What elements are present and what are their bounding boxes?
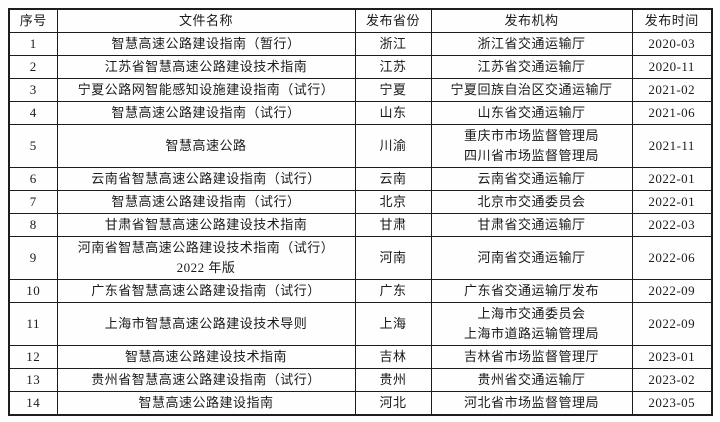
cell-file-name: 云南省智慧高速公路建设指南（试行） xyxy=(56,167,356,191)
table-row: 10 广东省智慧高速公路建设指南（试行） 广东 广东省交通运输厅发布 2022-… xyxy=(8,279,713,303)
cell-organization: 山东省交通运输厅 xyxy=(430,101,633,125)
cell-date: 2022-09 xyxy=(631,302,713,346)
column-header-file-name: 文件名称 xyxy=(56,8,356,33)
cell-serial-number: 12 xyxy=(8,345,58,369)
cell-serial-number: 1 xyxy=(8,32,58,56)
cell-province: 北京 xyxy=(354,190,432,214)
cell-serial-number: 3 xyxy=(8,78,58,102)
cell-file-name: 河南省智慧高速公路建设技术指南（试行） 2022 年版 xyxy=(56,236,356,280)
table-row: 9 河南省智慧高速公路建设技术指南（试行） 2022 年版 河南 河南省交通运输… xyxy=(8,236,713,280)
cell-organization: 河南省交通运输厅 xyxy=(430,236,633,280)
table-row: 4 智慧高速公路建设指南（试行） 山东 山东省交通运输厅 2021-06 xyxy=(8,101,713,125)
table-row: 7 智慧高速公路建设指南（试行） 北京 北京市交通委员会 2022-01 xyxy=(8,190,713,214)
column-header-serial-number: 序号 xyxy=(8,8,58,33)
cell-serial-number: 7 xyxy=(8,190,58,214)
cell-serial-number: 4 xyxy=(8,101,58,125)
cell-file-name: 智慧高速公路建设指南（暂行） xyxy=(56,32,356,56)
column-header-organization: 发布机构 xyxy=(430,8,633,33)
cell-date: 2020-03 xyxy=(631,32,713,56)
cell-organization: 北京市交通委员会 xyxy=(430,190,633,214)
table-row: 5 智慧高速公路 川渝 重庆市市场监督管理局 四川省市场监督管理局 2021-1… xyxy=(8,124,713,168)
cell-organization: 贵州省交通运输厅 xyxy=(430,368,633,392)
cell-file-name: 智慧高速公路建设指南（试行） xyxy=(56,190,356,214)
cell-date: 2022-01 xyxy=(631,190,713,214)
column-header-date: 发布时间 xyxy=(631,8,713,33)
cell-province: 江苏 xyxy=(354,55,432,79)
cell-province: 宁夏 xyxy=(354,78,432,102)
table-row: 1 智慧高速公路建设指南（暂行） 浙江 浙江省交通运输厅 2020-03 xyxy=(8,32,713,56)
cell-date: 2023-01 xyxy=(631,345,713,369)
cell-province: 上海 xyxy=(354,302,432,346)
cell-date: 2023-02 xyxy=(631,368,713,392)
cell-province: 浙江 xyxy=(354,32,432,56)
cell-organization: 宁夏回族自治区交通运输厅 xyxy=(430,78,633,102)
cell-file-name: 智慧高速公路建设指南（试行） xyxy=(56,101,356,125)
table-row: 14 智慧高速公路建设指南 河北 河北省市场监督管理局 2023-05 xyxy=(8,391,713,416)
cell-file-name: 智慧高速公路 xyxy=(56,124,356,168)
table-row: 3 宁夏公路网智能感知设施建设指南（试行） 宁夏 宁夏回族自治区交通运输厅 20… xyxy=(8,78,713,102)
cell-date: 2022-03 xyxy=(631,213,713,237)
cell-serial-number: 8 xyxy=(8,213,58,237)
cell-province: 贵州 xyxy=(354,368,432,392)
cell-province: 吉林 xyxy=(354,345,432,369)
table-row: 11 上海市智慧高速公路建设技术导则 上海 上海市交通委员会 上海市道路运输管理… xyxy=(8,302,713,346)
cell-file-name: 广东省智慧高速公路建设指南（试行） xyxy=(56,279,356,303)
cell-date: 2023-05 xyxy=(631,391,713,416)
cell-date: 2020-11 xyxy=(631,55,713,79)
table-row: 6 云南省智慧高速公路建设指南（试行） 云南 云南省交通运输厅 2022-01 xyxy=(8,167,713,191)
cell-organization: 浙江省交通运输厅 xyxy=(430,32,633,56)
cell-date: 2022-01 xyxy=(631,167,713,191)
cell-province: 河北 xyxy=(354,391,432,416)
cell-organization: 广东省交通运输厅发布 xyxy=(430,279,633,303)
policy-table: 序号 文件名称 发布省份 发布机构 发布时间 1 智慧高速公路建设指南（暂行） … xyxy=(8,8,713,416)
cell-file-name: 上海市智慧高速公路建设技术导则 xyxy=(56,302,356,346)
cell-serial-number: 5 xyxy=(8,124,58,168)
cell-organization: 重庆市市场监督管理局 四川省市场监督管理局 xyxy=(430,124,633,168)
cell-date: 2021-11 xyxy=(631,124,713,168)
header-row: 序号 文件名称 发布省份 发布机构 发布时间 xyxy=(8,8,713,33)
cell-serial-number: 13 xyxy=(8,368,58,392)
cell-file-name: 贵州省智慧高速公路建设指南（试行） xyxy=(56,368,356,392)
cell-date: 2022-09 xyxy=(631,279,713,303)
cell-province: 云南 xyxy=(354,167,432,191)
cell-file-name: 智慧高速公路建设技术指南 xyxy=(56,345,356,369)
cell-organization: 吉林省市场监督管理厅 xyxy=(430,345,633,369)
table-row: 8 甘肃省智慧高速公路建设技术指南 甘肃 甘肃省交通运输厅 2022-03 xyxy=(8,213,713,237)
cell-organization: 上海市交通委员会 上海市道路运输管理局 xyxy=(430,302,633,346)
table-row: 12 智慧高速公路建设技术指南 吉林 吉林省市场监督管理厅 2023-01 xyxy=(8,345,713,369)
cell-province: 甘肃 xyxy=(354,213,432,237)
cell-province: 河南 xyxy=(354,236,432,280)
cell-date: 2021-02 xyxy=(631,78,713,102)
cell-serial-number: 11 xyxy=(8,302,58,346)
cell-serial-number: 14 xyxy=(8,391,58,416)
cell-organization: 云南省交通运输厅 xyxy=(430,167,633,191)
cell-organization: 甘肃省交通运输厅 xyxy=(430,213,633,237)
cell-serial-number: 2 xyxy=(8,55,58,79)
table-row: 13 贵州省智慧高速公路建设指南（试行） 贵州 贵州省交通运输厅 2023-02 xyxy=(8,368,713,392)
cell-province: 山东 xyxy=(354,101,432,125)
cell-file-name: 甘肃省智慧高速公路建设技术指南 xyxy=(56,213,356,237)
table-body: 1 智慧高速公路建设指南（暂行） 浙江 浙江省交通运输厅 2020-03 2 江… xyxy=(8,32,713,416)
cell-organization: 河北省市场监督管理局 xyxy=(430,391,633,416)
cell-serial-number: 6 xyxy=(8,167,58,191)
cell-date: 2022-06 xyxy=(631,236,713,280)
cell-province: 川渝 xyxy=(354,124,432,168)
cell-date: 2021-06 xyxy=(631,101,713,125)
cell-file-name: 智慧高速公路建设指南 xyxy=(56,391,356,416)
cell-organization: 江苏省交通运输厅 xyxy=(430,55,633,79)
cell-province: 广东 xyxy=(354,279,432,303)
cell-serial-number: 10 xyxy=(8,279,58,303)
table-row: 2 江苏省智慧高速公路建设技术指南 江苏 江苏省交通运输厅 2020-11 xyxy=(8,55,713,79)
cell-file-name: 宁夏公路网智能感知设施建设指南（试行） xyxy=(56,78,356,102)
cell-serial-number: 9 xyxy=(8,236,58,280)
cell-file-name: 江苏省智慧高速公路建设技术指南 xyxy=(56,55,356,79)
column-header-province: 发布省份 xyxy=(354,8,432,33)
